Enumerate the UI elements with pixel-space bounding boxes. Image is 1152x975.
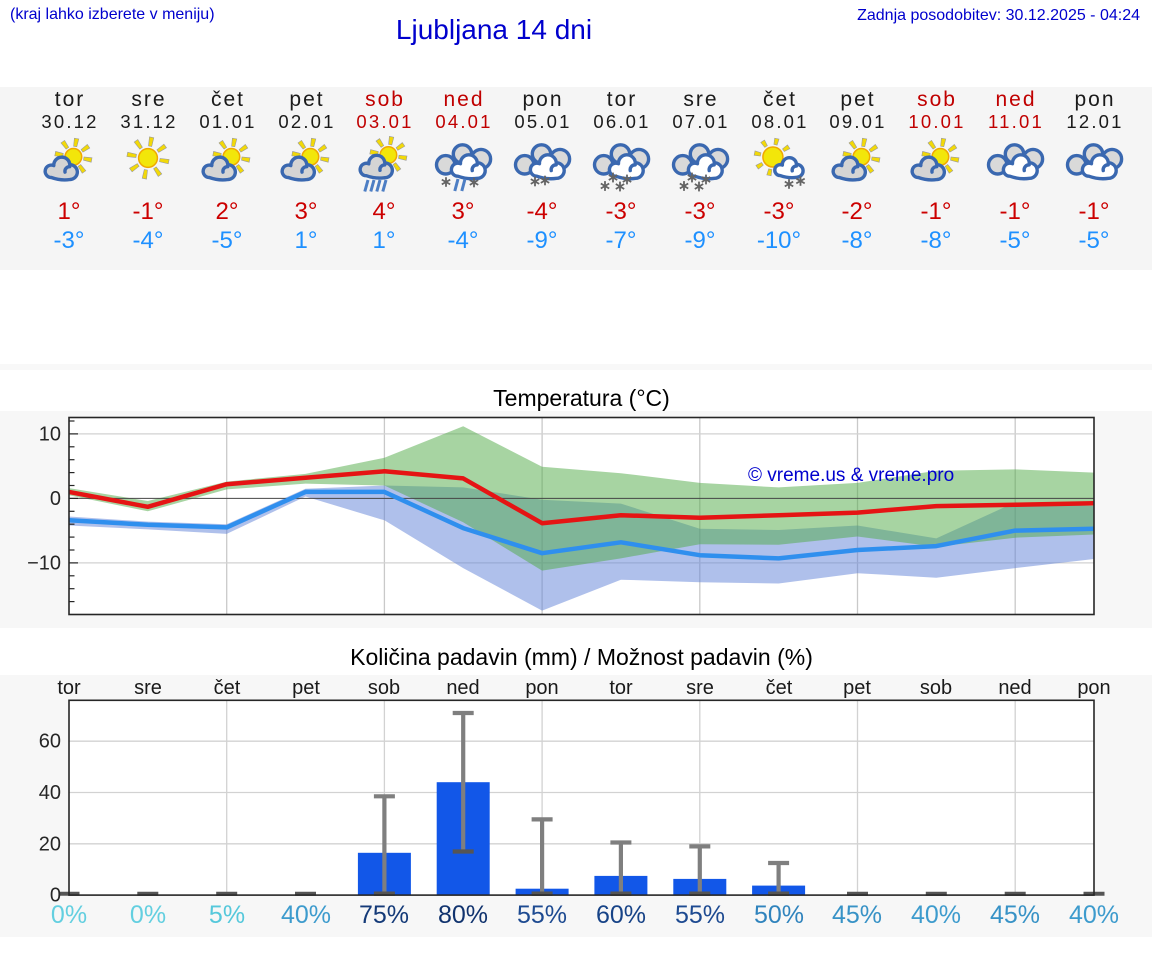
svg-text:40: 40 — [39, 782, 61, 804]
svg-text:0: 0 — [50, 885, 61, 907]
svg-text:−10: −10 — [27, 552, 61, 574]
svg-text:0: 0 — [50, 488, 61, 510]
svg-text:20: 20 — [39, 833, 61, 855]
svg-text:60: 60 — [39, 731, 61, 753]
svg-text:10: 10 — [39, 423, 61, 445]
